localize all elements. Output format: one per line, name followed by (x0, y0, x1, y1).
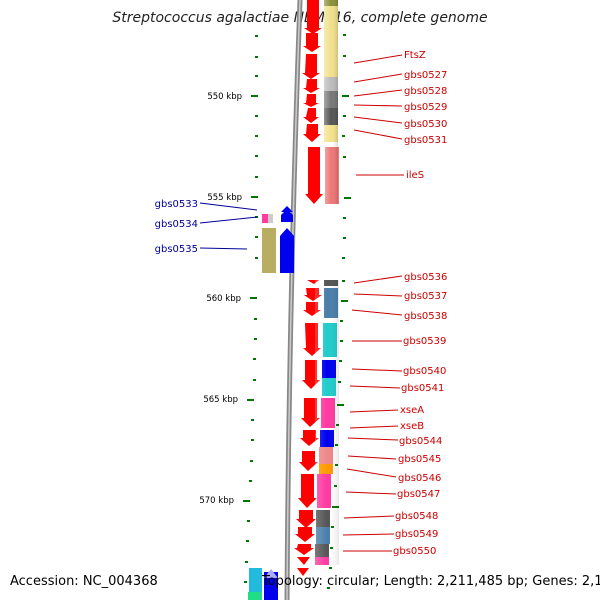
gene-label: gbs0536 (404, 272, 447, 283)
gene-label: gbs0531 (404, 135, 447, 146)
gene-label: gbs0538 (404, 311, 447, 322)
gene-arrow (304, 0, 322, 34)
gene-arrow (298, 474, 317, 508)
left-connectors (199, 202, 258, 250)
gene-label: gbs0530 (404, 119, 447, 130)
gene-arrow (299, 451, 318, 471)
gene-label: gbs0549 (395, 529, 438, 540)
scale-label: 555 kbp (207, 193, 242, 203)
gene-label: gbs0544 (399, 436, 442, 447)
gene-label: gbs0550 (393, 546, 436, 557)
gene-arrow (303, 124, 321, 142)
gene-label: gbs0534 (155, 219, 198, 230)
gene-arrow (296, 510, 316, 528)
right-connectors (342, 54, 404, 552)
gene-arrow-reverse (281, 209, 293, 222)
gene-arrow (294, 544, 314, 555)
gene-label: gbs0547 (397, 489, 440, 500)
gene-arrow (305, 147, 323, 204)
gene-arrow (300, 430, 319, 446)
gene-label: gbs0541 (401, 383, 444, 394)
right-labels: FtsZ gbs0527 gbs0528 gbs0529 gbs0530 gbs… (393, 50, 447, 557)
gene-label: xseA (400, 405, 424, 416)
scale-ruler (243, 35, 258, 583)
gene-label: gbs0537 (404, 291, 447, 302)
gene-arrow (302, 54, 320, 79)
gene-arrow-reverse (280, 228, 294, 273)
scale-label: 570 kbp (199, 496, 234, 506)
gene-arrow (297, 568, 309, 576)
gene-arrow (303, 33, 321, 52)
gene-label: gbs0527 (404, 70, 447, 81)
gene-label: xseB (400, 421, 424, 432)
left-labels: gbs0533 gbs0534 gbs0535 (155, 199, 198, 255)
gene-label: gbs0535 (155, 244, 198, 255)
gene-label: gbs0529 (404, 102, 447, 113)
scale-label: 550 kbp (207, 92, 242, 102)
gene-label: gbs0533 (155, 199, 198, 210)
gene-arrow (303, 108, 319, 123)
gene-arrow (303, 94, 319, 107)
gene-label: gbs0539 (403, 336, 446, 347)
genome-backbone (284, 0, 303, 600)
gene-label: gbs0540 (403, 366, 446, 377)
gene-label: gbs0528 (404, 86, 447, 97)
scale-label: 565 kbp (203, 395, 238, 405)
summary-text: Topology: circular; Length: 2,211,485 bp… (262, 574, 600, 589)
gene-arrow (295, 527, 315, 542)
scale-label: 560 kbp (206, 294, 241, 304)
forward-color-bars (315, 0, 339, 565)
reverse-genes (248, 206, 294, 600)
gene-arrow (303, 79, 320, 93)
gene-label: gbs0548 (395, 511, 438, 522)
gene-label: gbs0546 (398, 473, 441, 484)
gene-label: ileS (406, 170, 424, 181)
accession-text: Accession: NC_004368 (10, 574, 158, 589)
gene-label: gbs0545 (398, 454, 441, 465)
gene-label: FtsZ (404, 50, 426, 61)
scale-labels: 550 kbp 555 kbp 560 kbp 565 kbp 570 kbp (199, 92, 242, 506)
gene-arrow (297, 557, 310, 565)
